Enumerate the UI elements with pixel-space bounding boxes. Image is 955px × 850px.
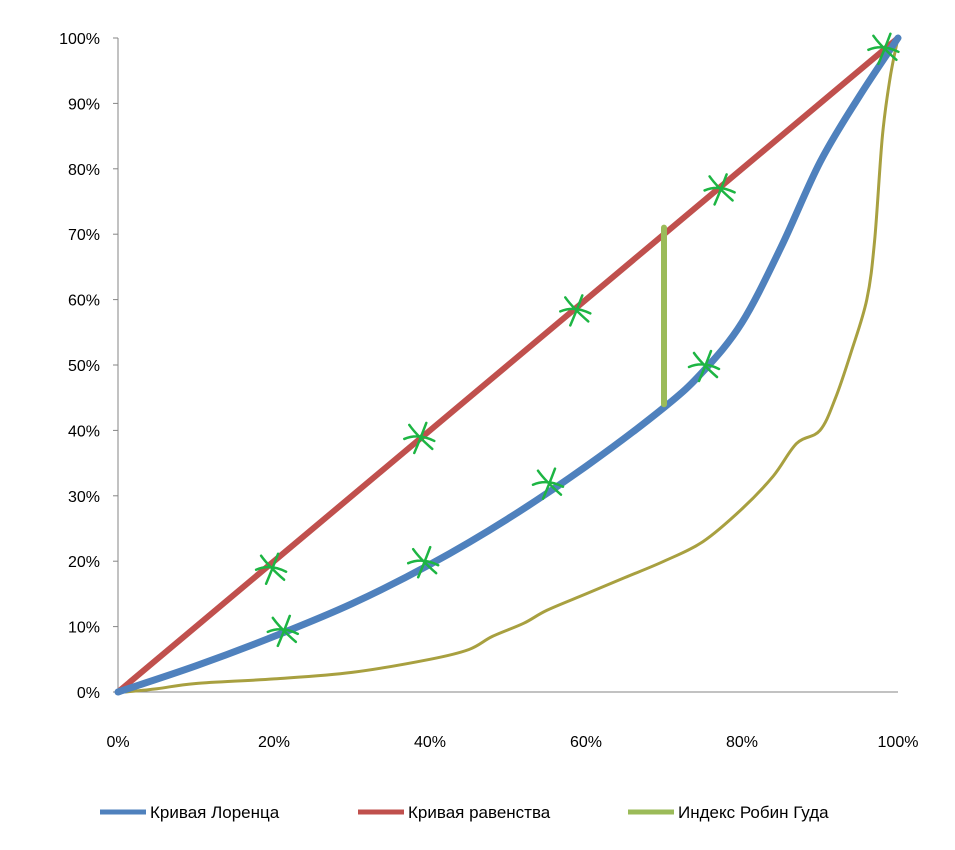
x-tick-label: 100% xyxy=(878,734,919,751)
handwritten-mark xyxy=(687,349,721,383)
x-tick-label: 80% xyxy=(726,734,758,751)
tick-labels: 0% 10% 20% 30% 40% 50% 60% 70% 80% 90% 100% 0% 20% 40… xyxy=(59,31,918,751)
handwritten-mark xyxy=(559,294,592,327)
series xyxy=(114,34,902,696)
y-tick-label: 10% xyxy=(68,620,100,637)
x-tick-label: 40% xyxy=(414,734,446,751)
series-equality-line xyxy=(115,35,901,695)
x-tick-label: 20% xyxy=(258,734,290,751)
legend-item: Кривая равенства xyxy=(358,803,551,822)
handwritten-mark xyxy=(703,173,736,206)
legend-label: Кривая Лоренца xyxy=(150,803,280,822)
handwritten-mark xyxy=(403,421,436,455)
legend-item: Индекс Робин Гуда xyxy=(628,803,829,822)
handwritten-mark xyxy=(867,32,900,66)
y-tick-label: 100% xyxy=(59,31,100,48)
legend-label: Индекс Робин Гуда xyxy=(678,803,829,822)
y-tick-label: 60% xyxy=(68,293,100,310)
y-tick-label: 30% xyxy=(68,489,100,506)
series-lorenz-curve xyxy=(114,34,902,696)
annotations xyxy=(124,36,900,694)
handwritten-mark xyxy=(531,467,565,500)
y-tick-label: 0% xyxy=(77,685,100,702)
y-tick-label: 80% xyxy=(68,162,100,179)
legend: Кривая Лоренца Кривая равенства Индекс Роб… xyxy=(100,803,829,822)
legend-label: Кривая равенства xyxy=(408,803,551,822)
handwritten-mark xyxy=(406,545,440,579)
y-tick-label: 40% xyxy=(68,423,100,440)
handwritten-mark xyxy=(254,552,288,585)
axes xyxy=(113,37,898,693)
handwritten-marks xyxy=(254,32,900,648)
y-tick-label: 90% xyxy=(68,96,100,113)
y-tick-label: 50% xyxy=(68,358,100,375)
x-tick-label: 0% xyxy=(106,734,129,751)
y-tick-label: 70% xyxy=(68,227,100,244)
legend-item: Кривая Лоренца xyxy=(100,803,280,822)
x-tick-label: 60% xyxy=(570,734,602,751)
y-tick-label: 20% xyxy=(68,554,100,571)
freehand-curve xyxy=(124,36,900,694)
handwritten-mark xyxy=(266,614,300,648)
